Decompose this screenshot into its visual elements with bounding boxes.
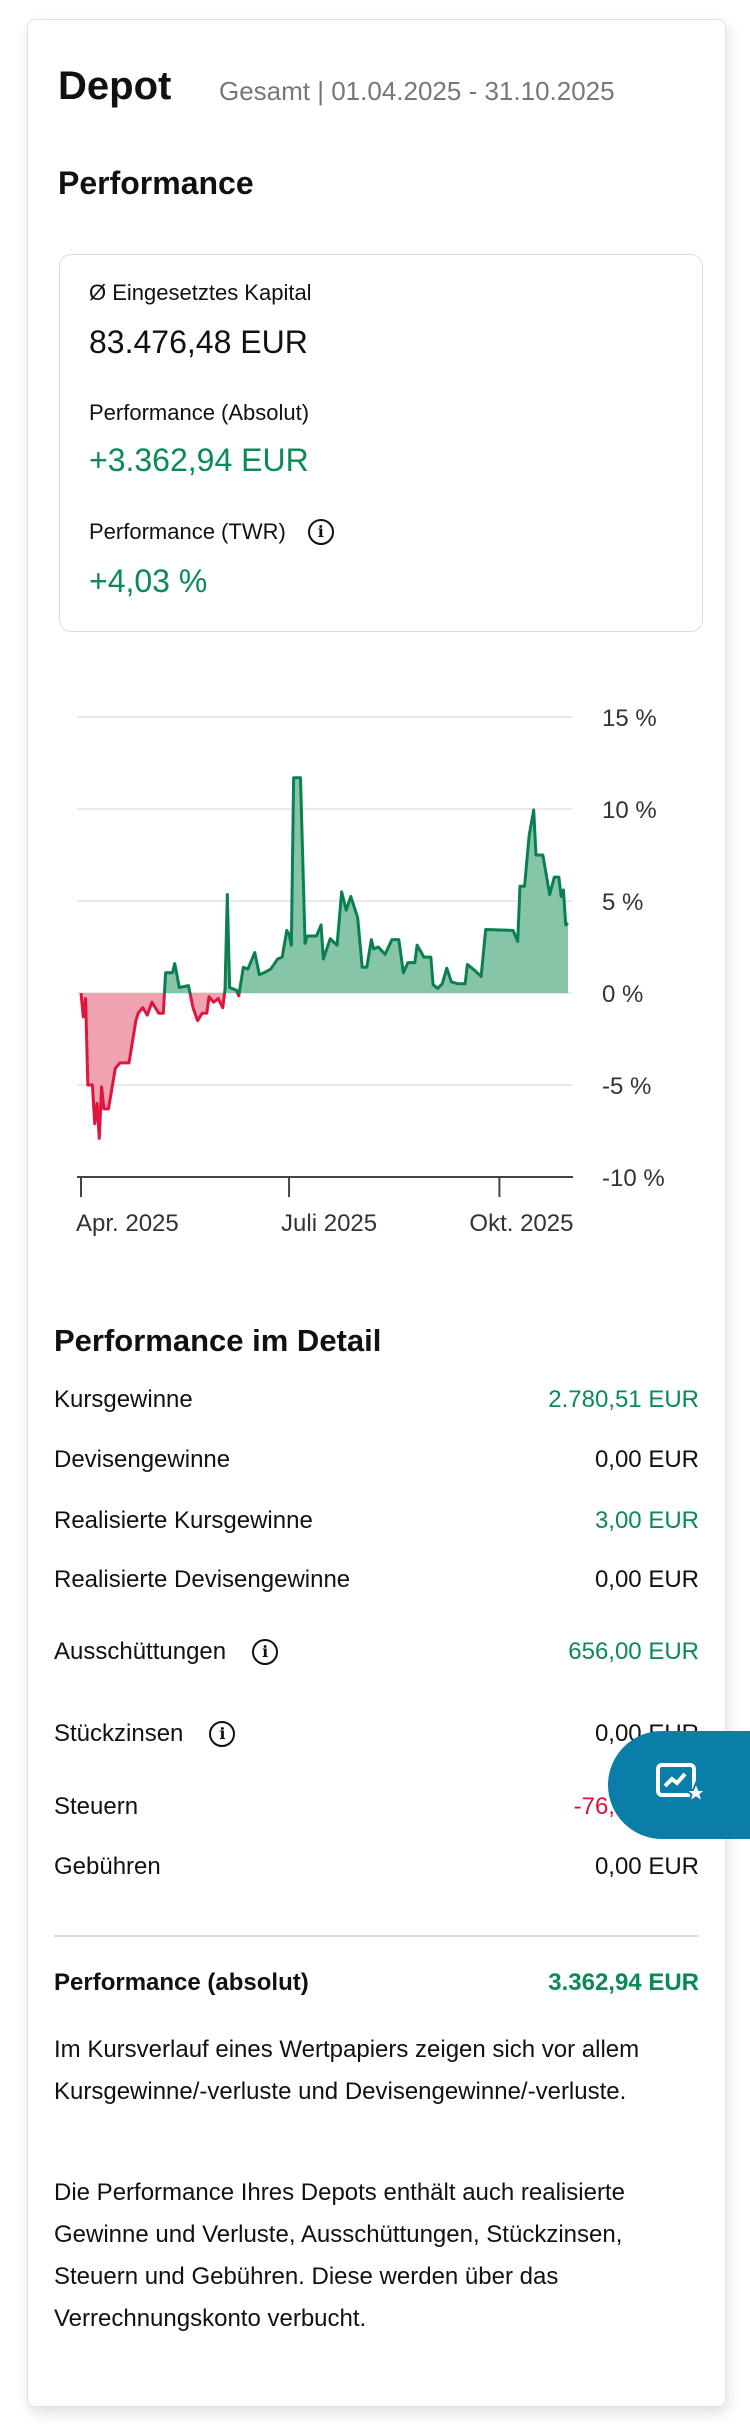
detail-row-value: 656,00 EUR bbox=[568, 1638, 699, 1665]
detail-row: Realisierte Kursgewinne 3,00 EUR bbox=[54, 1501, 699, 1541]
detail-row: Realisierte Devisengewinne 0,00 EUR bbox=[54, 1560, 699, 1600]
y-tick-label: 15 % bbox=[602, 705, 657, 732]
x-tick-label: Juli 2025 bbox=[281, 1210, 377, 1237]
negative-area bbox=[81, 993, 568, 1139]
info-icon[interactable]: i bbox=[307, 519, 334, 545]
detail-row-label: Realisierte Devisengewinne bbox=[54, 1566, 351, 1593]
info-icon[interactable]: i bbox=[209, 1721, 236, 1747]
y-tick-label: -5 % bbox=[602, 1073, 651, 1100]
detail-row: Kursgewinne 2.780,51 EUR bbox=[54, 1380, 699, 1420]
capital-value: 83.476,48 EUR bbox=[89, 324, 308, 360]
detail-heading: Performance im Detail bbox=[54, 1323, 382, 1358]
period-subtitle: Gesamt | 01.04.2025 - 31.10.2025 bbox=[219, 76, 615, 106]
explanation-paragraph-2: Die Performance Ihres Depots enthält auc… bbox=[54, 2179, 625, 2332]
detail-row: Devisengewinne 0,00 EUR bbox=[54, 1440, 699, 1480]
detail-row-value: 3,00 EUR bbox=[594, 1507, 699, 1534]
positive-area bbox=[81, 777, 568, 993]
detail-row-value: 0,00 EUR bbox=[594, 1446, 699, 1473]
abs-performance-label: Performance (Absolut) bbox=[89, 400, 310, 425]
detail-row-value: 2.780,51 EUR bbox=[548, 1386, 699, 1413]
y-tick-label: 0 % bbox=[602, 981, 643, 1008]
total-value: 3.362,94 EUR bbox=[548, 1969, 699, 1996]
detail-row-label: Stückzinsen bbox=[54, 1720, 184, 1747]
detail-row-label: Steuern bbox=[54, 1793, 139, 1820]
chart-favorite-button[interactable] bbox=[608, 1731, 750, 1839]
depot-card: Depot Gesamt | 01.04.2025 - 31.10.2025 P… bbox=[27, 19, 726, 2407]
detail-row-label: Ausschüttungen bbox=[54, 1638, 227, 1665]
detail-row-label: Realisierte Kursgewinne bbox=[54, 1507, 313, 1534]
detail-row: Gebühren 0,00 EUR bbox=[54, 1847, 699, 1887]
twr-value: +4,03 % bbox=[89, 563, 208, 599]
negative-line bbox=[79, 993, 241, 1140]
y-tick-label: 5 % bbox=[602, 889, 643, 916]
capital-label: Ø Eingesetztes Kapital bbox=[89, 280, 312, 305]
divider bbox=[54, 1935, 699, 1937]
detail-row-label: Gebühren bbox=[54, 1853, 161, 1880]
explanation-paragraph-1: Im Kursverlauf eines Wertpapiers zeigen … bbox=[54, 2036, 640, 2105]
detail-row-label: Devisengewinne bbox=[54, 1446, 231, 1473]
y-tick-label: 10 % bbox=[602, 797, 657, 824]
positive-line bbox=[81, 776, 569, 993]
detail-row-value: 0,00 EUR bbox=[594, 1853, 699, 1880]
abs-performance-value: +3.362,94 EUR bbox=[89, 442, 309, 478]
x-tick-label: Okt. 2025 bbox=[469, 1210, 573, 1237]
total-row: Performance (absolut) 3.362,94 EUR bbox=[54, 1963, 699, 2003]
performance-chart: 15 % 10 % 5 % 0 % -5 % -10 % Apr. 2025 Juli 202… bbox=[76, 705, 665, 1237]
detail-row: Ausschüttungen i 656,00 EUR bbox=[54, 1632, 699, 1672]
page-title: Depot bbox=[58, 64, 172, 108]
performance-summary-box: Ø Eingesetztes Kapital 83.476,48 EUR Per… bbox=[59, 254, 703, 632]
detail-row-label: Kursgewinne bbox=[54, 1386, 193, 1413]
info-icon[interactable]: i bbox=[252, 1639, 279, 1665]
performance-heading: Performance bbox=[58, 165, 254, 201]
x-tick-label: Apr. 2025 bbox=[76, 1210, 179, 1237]
detail-row: Steuern-76,57 EUR bbox=[54, 1787, 699, 1827]
detail-row-value: 0,00 EUR bbox=[594, 1566, 699, 1593]
twr-label: Performance (TWR) bbox=[89, 519, 286, 544]
y-tick-label: -10 % bbox=[602, 1165, 665, 1192]
chart-star-icon bbox=[656, 1763, 709, 1805]
total-label: Performance (absolut) bbox=[54, 1969, 309, 1996]
